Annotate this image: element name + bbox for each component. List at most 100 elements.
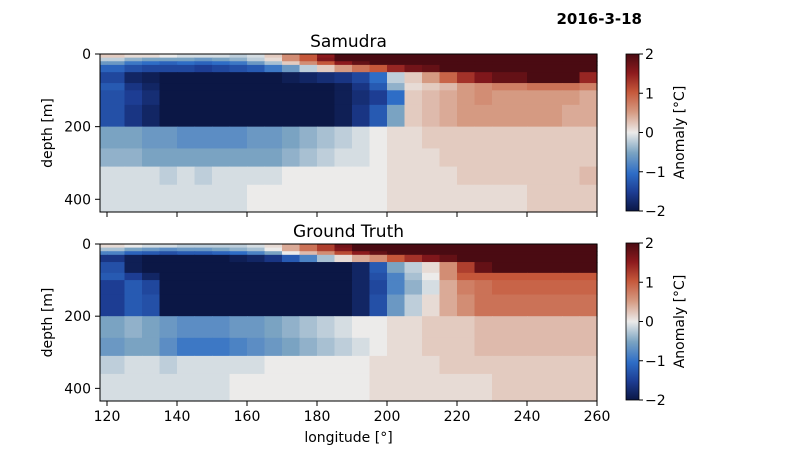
heatmap-cell [212, 294, 231, 317]
heatmap-cell [299, 126, 318, 150]
heatmap-cell [527, 126, 563, 150]
heatmap-cell [387, 64, 406, 73]
heatmap-cell [107, 126, 126, 150]
heatmap-cell [247, 316, 266, 339]
colorbar-tick-label: 0 [645, 315, 654, 331]
heatmap-cell [212, 104, 231, 128]
heatmap-cell [159, 54, 178, 59]
heatmap-cell [422, 54, 441, 59]
heatmap-cell [100, 262, 108, 274]
heatmap-cell [282, 294, 301, 317]
heatmap-cell [422, 280, 441, 296]
heatmap-cell [369, 166, 388, 186]
heatmap-cell [369, 373, 388, 402]
heatmap-cell [317, 83, 336, 91]
heatmap-cell [369, 316, 388, 339]
heatmap-cell [387, 83, 406, 91]
heatmap-cell [107, 184, 126, 213]
heatmap-cell [562, 148, 581, 168]
heatmap-cell [247, 272, 266, 281]
heatmap-cell [142, 104, 161, 128]
heatmap-cell [100, 54, 108, 59]
heatmap-cell [369, 90, 388, 106]
heatmap-cell [492, 247, 528, 252]
heatmap-cell [334, 355, 353, 375]
heatmap-cell [579, 90, 598, 106]
heatmap-cell [474, 54, 493, 59]
heatmap-cell [457, 254, 476, 263]
heatmap-cell [439, 262, 458, 274]
heatmap-cell [334, 166, 353, 186]
heatmap-cell [107, 280, 126, 296]
heatmap-cell [387, 184, 406, 213]
heatmap-cell [474, 148, 493, 168]
heatmap-cell [159, 254, 178, 263]
heatmap-cell [212, 126, 231, 150]
heatmap-cell [194, 166, 213, 186]
heatmap-cell [439, 72, 458, 84]
heatmap-cell [369, 262, 388, 274]
heatmap-cell [474, 272, 493, 281]
heatmap-cell [282, 244, 301, 249]
heatmap-cell [527, 272, 563, 281]
heatmap-cell [422, 64, 441, 73]
heatmap-cell [299, 254, 318, 263]
heatmap-cell [404, 126, 423, 150]
heatmap-cell [229, 61, 248, 66]
heatmap-cell [159, 148, 178, 168]
heatmap-cell [492, 316, 528, 339]
heatmap-cell [474, 280, 493, 296]
panel-0: Samudra 0 200 400 depth [m] 2 1 0 −1 −2 Anomaly [°… [40, 32, 688, 220]
heatmap-cell [194, 90, 213, 106]
heatmap-cell [404, 272, 423, 281]
heatmap-cell [177, 166, 196, 186]
heatmap-cell [299, 54, 318, 59]
heatmap-cell [212, 373, 231, 402]
heatmap-cell [527, 373, 563, 402]
heatmap-cell [100, 316, 108, 339]
heatmap-cell [579, 254, 598, 263]
heatmap-cell [212, 251, 231, 256]
heatmap-cell [317, 61, 336, 66]
heatmap-cell [422, 262, 441, 274]
y-tick-label: 400 [64, 381, 91, 397]
heatmap-cell [562, 126, 581, 150]
y-axis-label: depth [m] [40, 288, 56, 358]
heatmap-cell [352, 64, 371, 73]
colorbar-label: Anomaly [°C] [672, 86, 688, 180]
heatmap-cell [124, 316, 143, 339]
heatmap-cell [334, 244, 353, 249]
heatmap-cell [457, 316, 476, 339]
heatmap-cell [107, 316, 126, 339]
axes-frame [99, 243, 598, 402]
heatmap-cell [404, 61, 423, 66]
heatmap-cell [247, 337, 266, 357]
heatmap-cell [107, 166, 126, 186]
heatmap-cell [422, 61, 441, 66]
heatmap-cell [100, 272, 108, 281]
heatmap-cell [212, 61, 231, 66]
heatmap-cell [352, 294, 371, 317]
heatmap-cell [439, 83, 458, 91]
heatmap-cell [457, 61, 476, 66]
heatmap-cell [247, 251, 266, 256]
heatmap-cell [194, 247, 213, 252]
heatmap-cell [492, 355, 528, 375]
heatmap-cell [247, 90, 266, 106]
heatmap-cell [387, 72, 406, 84]
colorbar-tick-label: 2 [645, 236, 654, 252]
heatmap-cell [352, 54, 371, 59]
heatmap-cell [100, 337, 108, 357]
heatmap-cell [404, 64, 423, 73]
heatmap-cell [422, 148, 441, 168]
heatmap-cell [457, 373, 476, 402]
y-tick-label: 0 [82, 47, 91, 63]
heatmap-cell [439, 166, 458, 186]
heatmap-cell [194, 254, 213, 263]
heatmap-cell [194, 280, 213, 296]
heatmap-cell [474, 337, 493, 357]
heatmap-cell [159, 337, 178, 357]
heatmap-cell [492, 72, 528, 84]
heatmap-cell [334, 148, 353, 168]
heatmap-cell [100, 251, 108, 256]
